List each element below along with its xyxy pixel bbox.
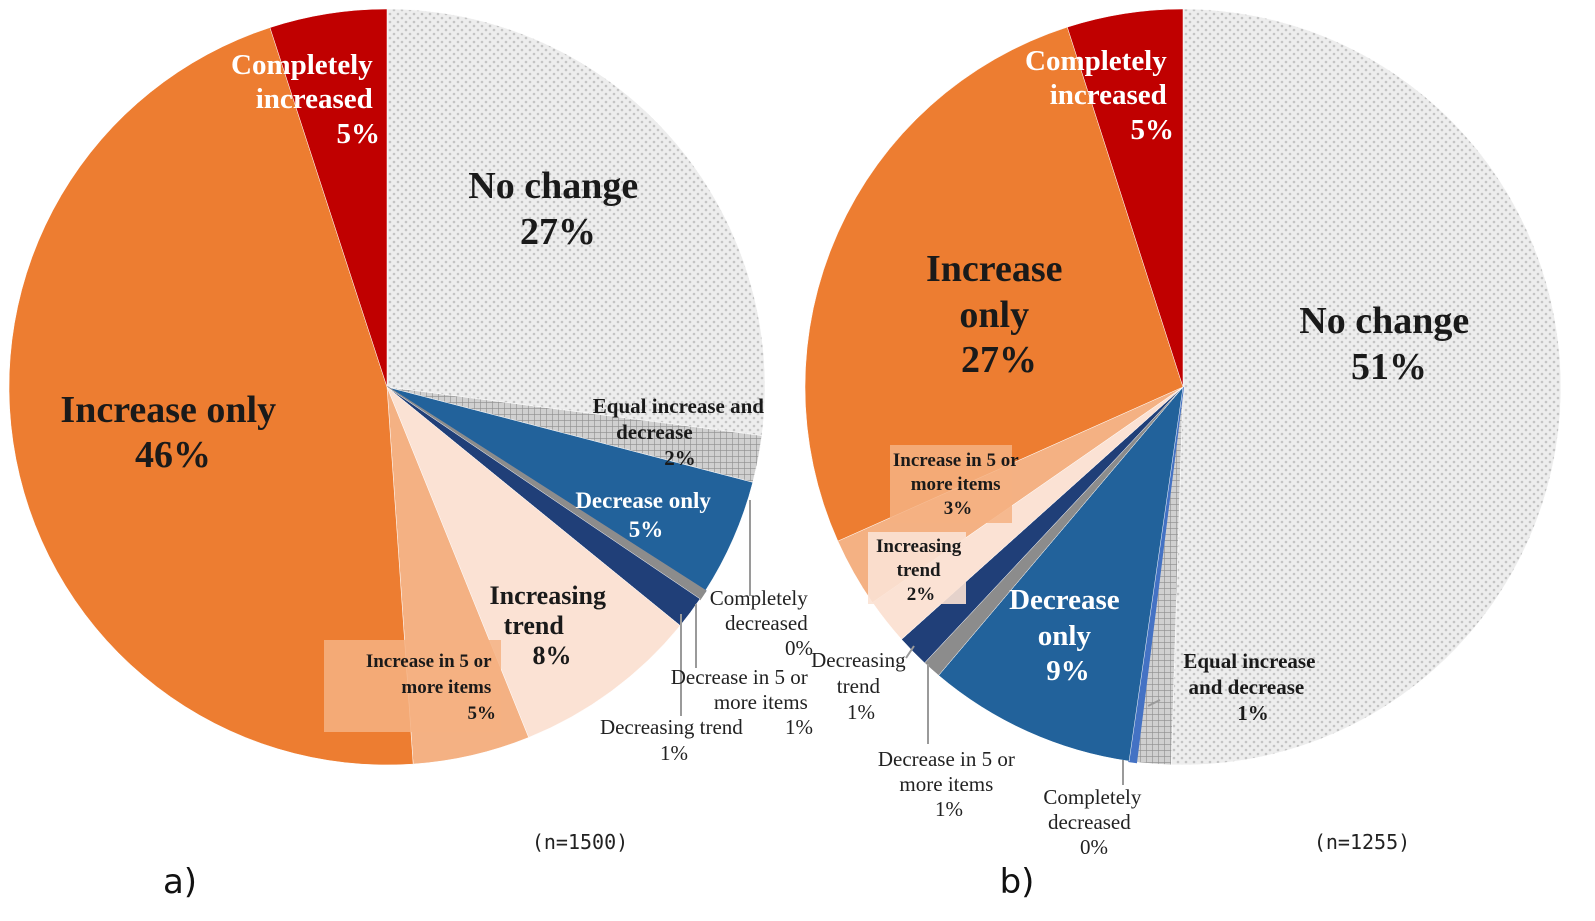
label-b-increase-5-box [890,445,1012,523]
panel-label-a: a) [163,862,197,902]
label-a-decrease-5: Decrease in 5 or more items 1% [671,665,813,739]
label-a-decreasing-trend: Decreasing trend 1% [600,715,748,765]
pie-chart-a [8,8,766,766]
leader-lines-b [905,645,1161,785]
label-b-completely-increased: Completely increased 5% [1025,45,1174,146]
label-a-increase-only: Increase only 46% [60,389,285,476]
label-b-increasing-trend-box [868,532,966,604]
pie-b-slice-increase-only [804,26,1184,542]
labels-b: Completely increased 5% Increase only 27… [811,45,1478,859]
labels-a: Completely increased 5% No change 27% In… [60,49,813,765]
leader-lines-a [680,500,751,716]
label-a-no-change: No change 27% [468,165,647,253]
label-b-decrease-only: Decrease only 9% [1009,584,1127,687]
label-b-no-change: No change 51% [1299,300,1478,388]
label-b-decrease-5: Decrease in 5 or more items 1% [878,747,1020,821]
label-b-increasing-trend: Increasing trend 2% [876,536,966,605]
label-b-increase-5: Increase in 5 or more items 3% [893,450,1023,519]
label-a-increase-5: Increase in 5 or more items 5% [366,651,496,724]
label-b-increase-only: Increase only 27% [926,248,1072,381]
pie-b-slice-no-change [1170,8,1562,766]
pie-a-slice-increase-only [8,27,414,766]
sample-size-b: (n=1255) [1314,830,1410,854]
pie-b-slice-completely-increased [1066,8,1184,388]
pie-a-slice-increasing-trend [386,386,681,738]
pie-b-slice-decrease-only [938,386,1184,762]
label-b-completely-decreased: Completely decreased 0% [1043,785,1146,859]
label-a-completely-increased: Completely increased 5% [231,49,380,150]
label-a-increase-5-box [324,640,501,732]
label-a-completely-decreased: Completely decreased 0% [710,586,813,660]
label-a-increasing-trend: Increasing trend 8% [489,581,612,670]
sample-size-a: (n=1500) [532,830,628,854]
pie-a-slice-no-change [386,8,766,436]
label-b-equal: Equal increase and decrease 1% [1183,649,1320,725]
pie-chart-b [804,8,1562,766]
pie-a-slice-completely-increased [269,8,388,388]
label-b-decreasing-trend: Decreasing trend 1% [811,648,911,724]
label-a-decrease-only: Decrease only 5% [575,488,716,542]
label-a-equal: Equal increase and decrease 2% [593,394,769,470]
panel-label-b: b) [1000,862,1035,902]
